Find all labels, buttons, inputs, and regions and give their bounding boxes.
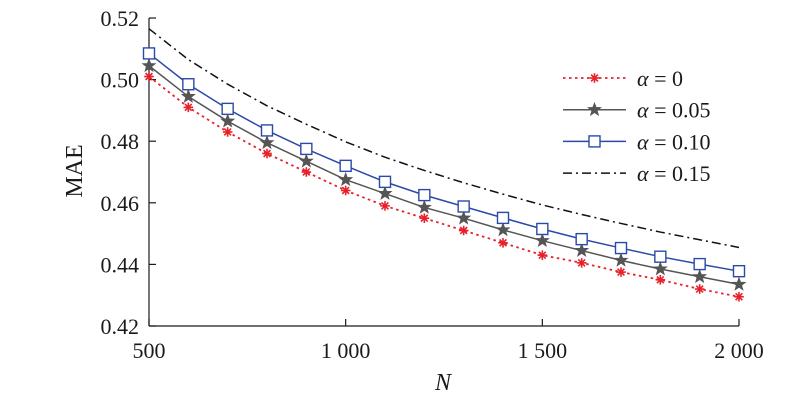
x-tick-label: 1 000 bbox=[321, 338, 371, 363]
data-point bbox=[298, 153, 314, 168]
data-point bbox=[654, 250, 667, 263]
data-point bbox=[380, 201, 390, 211]
data-point bbox=[732, 264, 746, 278]
data-point bbox=[340, 185, 351, 196]
data-point bbox=[222, 127, 233, 137]
y-tick-label: 0.48 bbox=[101, 129, 140, 154]
data-point bbox=[534, 232, 550, 248]
data-point bbox=[338, 171, 354, 187]
data-point bbox=[220, 113, 236, 128]
legend-value: = 0 bbox=[649, 66, 683, 91]
data-point bbox=[536, 222, 549, 236]
data-point bbox=[339, 159, 352, 173]
x-tick-label: 1 500 bbox=[518, 338, 568, 363]
data-point bbox=[652, 261, 668, 276]
data-point bbox=[259, 134, 275, 150]
legend-symbol: α bbox=[637, 66, 649, 91]
legend-entry: α = 0 bbox=[563, 66, 683, 91]
y-tick-label: 0.44 bbox=[101, 252, 140, 277]
data-point bbox=[616, 267, 626, 277]
data-point bbox=[378, 175, 392, 189]
series-line bbox=[148, 75, 740, 298]
x-tick-label: 500 bbox=[133, 338, 166, 363]
data-point bbox=[183, 102, 194, 113]
legend-marker bbox=[589, 73, 600, 83]
data-point bbox=[693, 257, 706, 271]
legend-entry: α = 0.10 bbox=[563, 129, 710, 154]
data-point bbox=[537, 250, 548, 260]
data-point bbox=[495, 222, 511, 237]
y-tick-label: 0.52 bbox=[101, 6, 140, 31]
data-point bbox=[731, 276, 747, 291]
legend-label: α = 0.10 bbox=[637, 129, 710, 154]
axes bbox=[148, 18, 739, 327]
data-point bbox=[574, 242, 590, 257]
data-point bbox=[694, 284, 705, 294]
data-point bbox=[419, 213, 430, 223]
legend-value: = 0.10 bbox=[649, 129, 711, 154]
series-1 bbox=[141, 57, 747, 291]
data-point bbox=[498, 238, 508, 248]
data-point bbox=[260, 124, 274, 137]
x-tick-label: 2 000 bbox=[714, 338, 764, 363]
y-tick-label: 0.46 bbox=[101, 191, 140, 216]
data-point bbox=[300, 142, 313, 156]
data-point bbox=[613, 252, 629, 267]
y-axis-title: MAE bbox=[62, 144, 88, 197]
legend-label: α = 0.05 bbox=[637, 98, 710, 123]
legend-entry: α = 0.15 bbox=[563, 161, 710, 186]
data-point bbox=[262, 148, 272, 159]
legend-symbol: α bbox=[637, 98, 649, 123]
legend-value: = 0.15 bbox=[649, 161, 711, 186]
data-point bbox=[301, 167, 312, 177]
data-point bbox=[221, 102, 234, 116]
legend-marker bbox=[587, 101, 602, 117]
series-line bbox=[148, 65, 740, 286]
legend: α = 0α = 0.05α = 0.10α = 0.15 bbox=[563, 66, 710, 186]
data-point bbox=[655, 275, 666, 285]
data-point bbox=[457, 200, 470, 213]
legend-entry: α = 0.05 bbox=[563, 98, 710, 123]
data-point bbox=[614, 241, 628, 255]
legend-value: = 0.05 bbox=[649, 98, 711, 123]
y-tick-label: 0.50 bbox=[101, 68, 140, 93]
data-point bbox=[144, 71, 154, 82]
data-point bbox=[182, 78, 195, 91]
legend-label: α = 0 bbox=[637, 66, 683, 91]
legend-marker bbox=[588, 135, 601, 148]
ticks: 0.42 0.44 0.46 0.48 0.50 0.52 500 1 000 1 500 2 0… bbox=[101, 6, 764, 363]
data-point bbox=[458, 225, 469, 236]
y-tick-label: 0.42 bbox=[101, 314, 140, 339]
data-point bbox=[142, 47, 156, 60]
legend-label: α = 0.15 bbox=[637, 161, 710, 186]
data-point bbox=[377, 185, 393, 200]
series-0 bbox=[144, 71, 744, 302]
data-point bbox=[576, 258, 587, 268]
legend-symbol: α bbox=[637, 161, 649, 186]
data-point bbox=[456, 210, 472, 225]
data-point bbox=[141, 57, 157, 73]
series-3 bbox=[148, 28, 740, 249]
data-point bbox=[575, 232, 588, 246]
legend-symbol: α bbox=[637, 129, 649, 154]
data-point bbox=[416, 199, 432, 214]
series-2 bbox=[142, 47, 746, 278]
series-line bbox=[148, 28, 740, 249]
data-point bbox=[692, 268, 708, 284]
series-lines bbox=[141, 28, 747, 302]
x-axis-title: N bbox=[434, 370, 453, 396]
data-point bbox=[734, 291, 744, 302]
data-point bbox=[418, 188, 431, 202]
series-line bbox=[148, 52, 740, 272]
data-point bbox=[180, 88, 196, 103]
data-point bbox=[496, 211, 510, 225]
